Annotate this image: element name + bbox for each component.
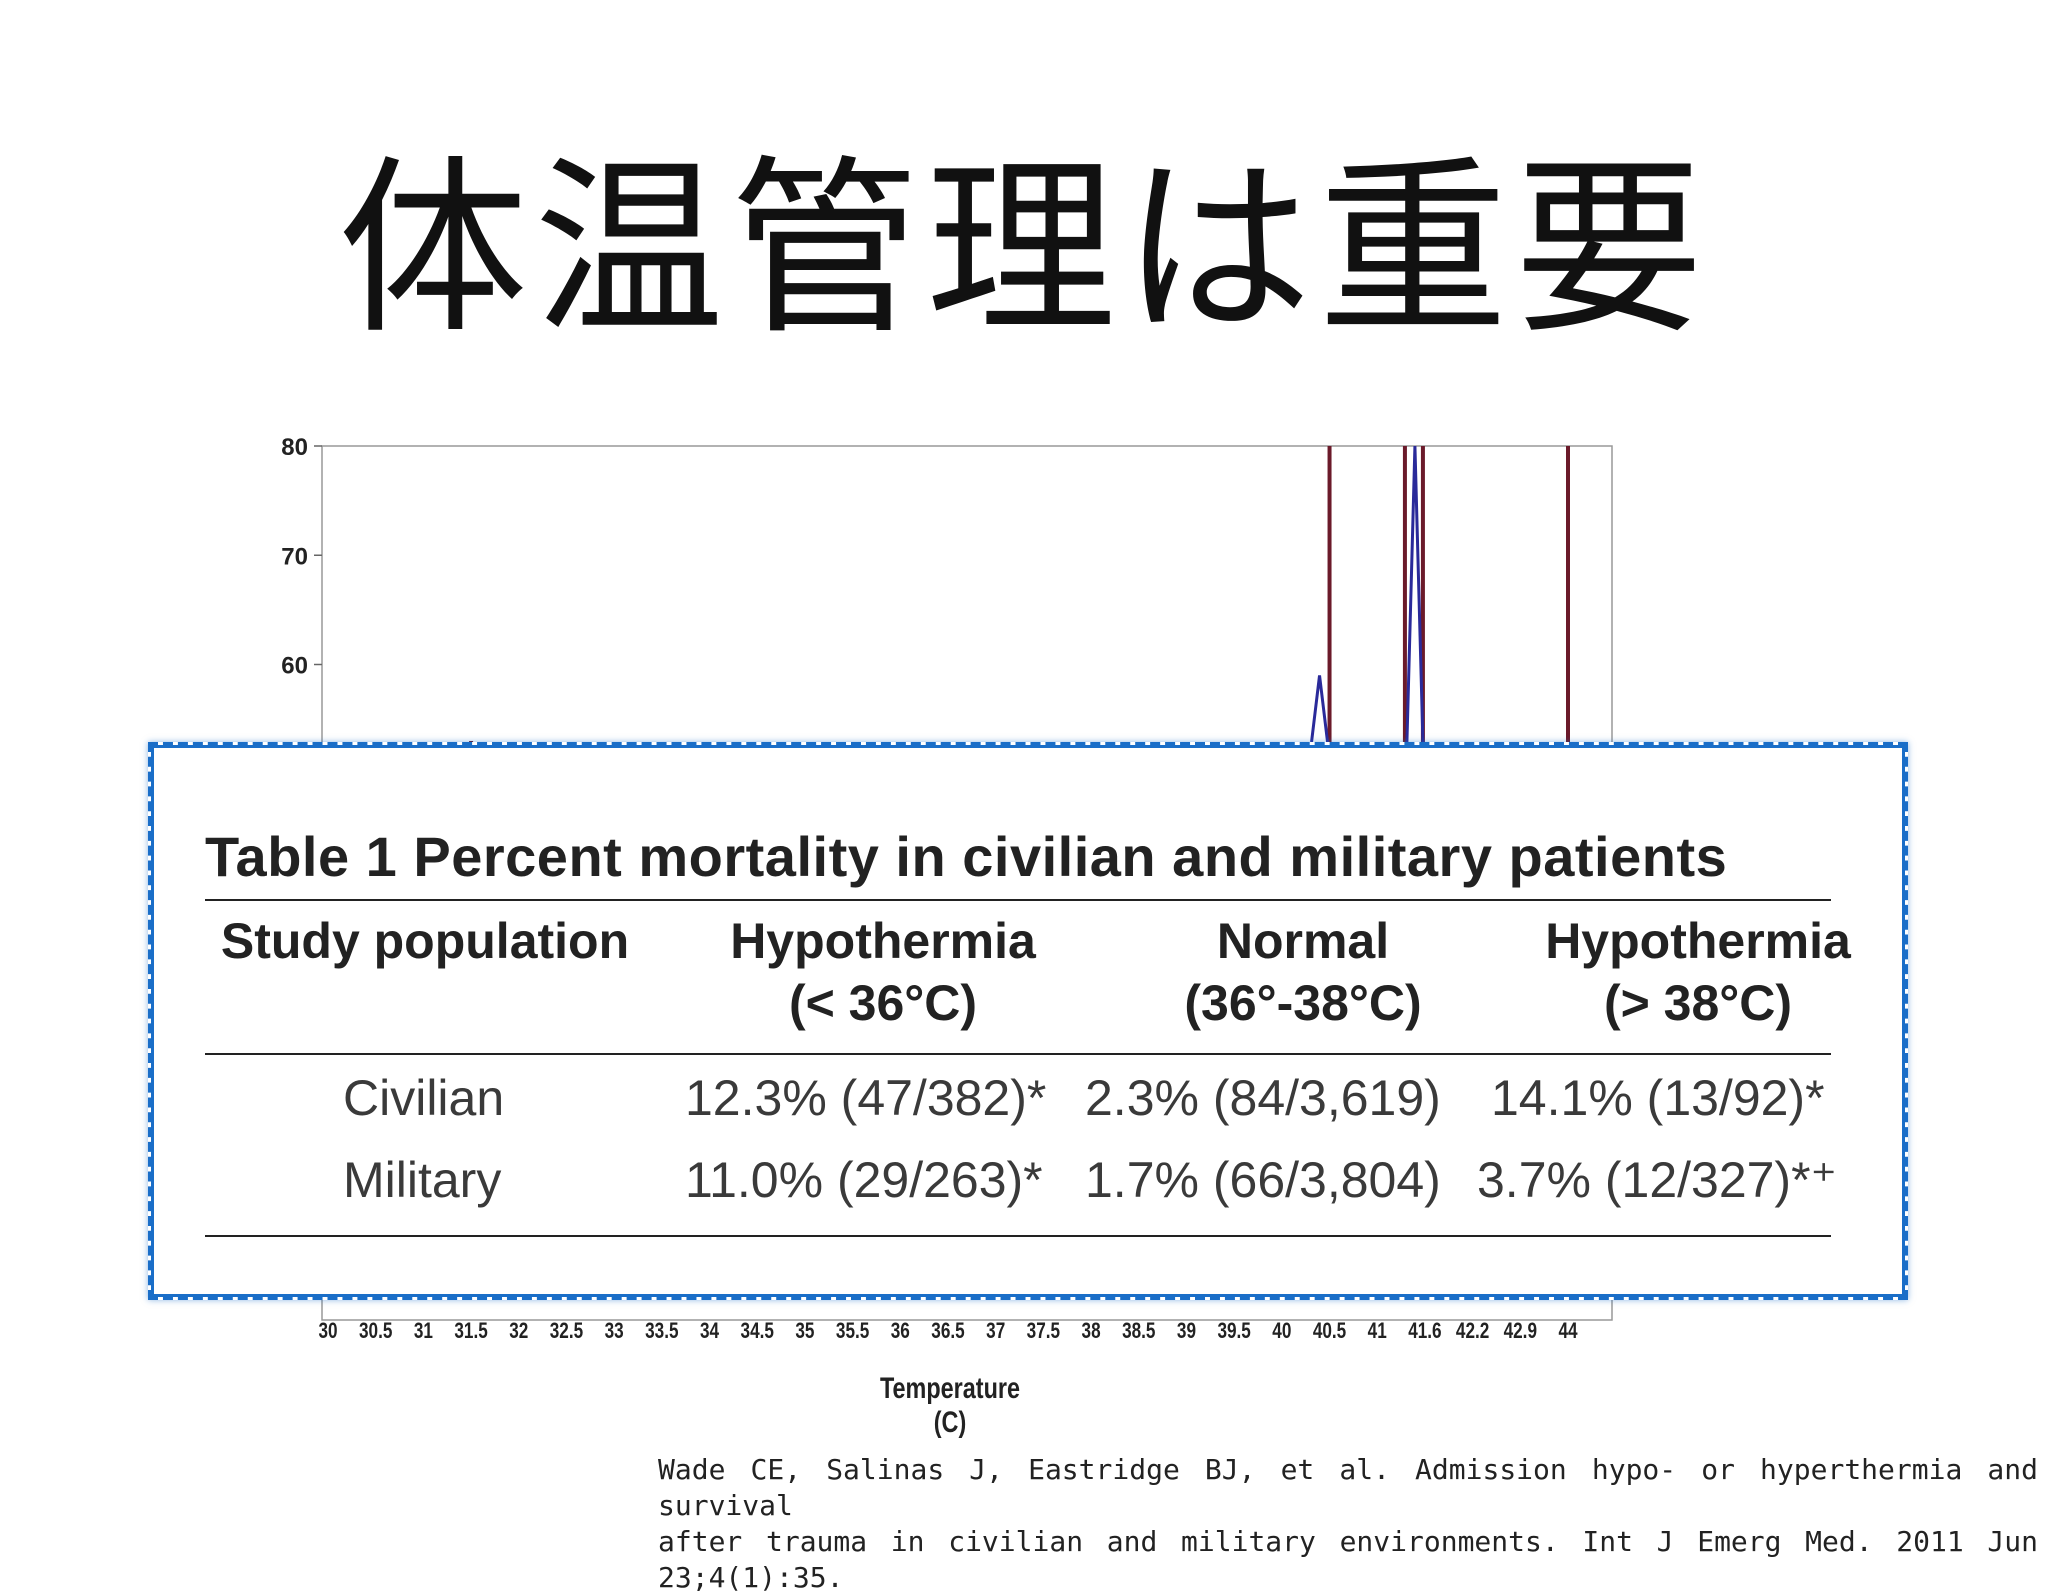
- series-2-peak: [1405, 445, 1425, 743]
- x-tick-label: 37.5: [1027, 1319, 1060, 1344]
- y-tick-label: 70: [281, 543, 308, 570]
- x-tick-label: 39.5: [1217, 1319, 1250, 1344]
- slide-title: 体温管理は重要: [337, 139, 1710, 360]
- series-group: [469, 445, 1570, 743]
- x-tick-label: 39: [1177, 1319, 1196, 1344]
- x-tick-label: 35.5: [836, 1319, 869, 1344]
- table-caption: Table 1 Percent mortality in civilian an…: [205, 825, 1728, 888]
- x-tick-label: 33.5: [645, 1319, 678, 1344]
- x-tick-label: 34.5: [741, 1319, 774, 1344]
- x-tick-label: 35: [795, 1319, 814, 1344]
- x-tick-label: 31.5: [454, 1319, 487, 1344]
- x-tick-label: 30.5: [359, 1319, 392, 1344]
- header-normal: Normal (36°-38°C): [1184, 913, 1422, 1031]
- row-civilian-population: Civilian: [343, 1070, 505, 1126]
- x-tick-label: 41: [1368, 1319, 1387, 1344]
- x-tick-label: 33: [605, 1319, 624, 1344]
- x-tick-label: 36: [891, 1319, 910, 1344]
- row-military-normal: 1.7% (66/3,804): [1085, 1152, 1441, 1208]
- x-tick-label: 44: [1558, 1319, 1577, 1344]
- row-military-population: Military: [343, 1152, 502, 1208]
- citation: Wade CE, Salinas J, Eastridge BJ, et al.…: [658, 1452, 2038, 1596]
- x-tick-label: 36.5: [931, 1319, 964, 1344]
- row-civilian-hypo: 12.3% (47/382)*: [685, 1070, 1047, 1126]
- x-tick-label: 30: [318, 1319, 337, 1344]
- x-tick-label: 37: [986, 1319, 1005, 1344]
- table-top-rule: [205, 899, 1831, 901]
- row-military-hypo: 11.0% (29/263)*: [685, 1152, 1043, 1208]
- y-tick-label: 80: [281, 434, 308, 461]
- x-axis: 30 30.5 31 31.5 32 32.5 33 33.5 34 34.5 35 35.5 36 36…: [318, 1319, 1577, 1344]
- x-tick-label: 41.6: [1408, 1319, 1441, 1344]
- header-hypothermia-low: Hypothermia (< 36°C): [730, 913, 1036, 1031]
- x-tick-label: 32.5: [550, 1319, 583, 1344]
- x-tick-label: 42.9: [1504, 1319, 1537, 1344]
- mortality-table-panel: Table 1 Percent mortality in civilian an…: [148, 742, 1908, 1300]
- row-military-hyper: 3.7% (12/327)*⁺: [1477, 1152, 1837, 1208]
- y-tick-label: 60: [281, 653, 308, 680]
- x-axis-label: Temperature (C): [879, 1372, 1021, 1439]
- x-tick-label: 42.2: [1456, 1319, 1489, 1344]
- x-tick-label: 38.5: [1122, 1319, 1155, 1344]
- y-axis: 60 70 80: [281, 434, 322, 680]
- x-tick-label: 40.5: [1313, 1319, 1346, 1344]
- x-tick-label: 34: [700, 1319, 719, 1344]
- row-civilian-hyper: 14.1% (13/92)*: [1491, 1070, 1825, 1126]
- series-2-peak: [1310, 675, 1330, 743]
- citation-line-2: after trauma in civilian and military en…: [658, 1525, 2038, 1594]
- row-civilian-normal: 2.3% (84/3,619): [1085, 1070, 1441, 1126]
- x-tick-label: 38: [1082, 1319, 1101, 1344]
- x-tick-label: 31: [414, 1319, 433, 1344]
- table-header-rule: [205, 1053, 1831, 1055]
- header-hypothermia-high: Hypothermia (> 38°C): [1545, 913, 1851, 1031]
- x-tick-label: 40: [1272, 1319, 1291, 1344]
- table-bottom-rule: [205, 1235, 1831, 1237]
- header-study-population: Study population: [220, 913, 630, 969]
- citation-line-1: Wade CE, Salinas J, Eastridge BJ, et al.…: [658, 1453, 2038, 1522]
- x-tick-label: 32: [509, 1319, 528, 1344]
